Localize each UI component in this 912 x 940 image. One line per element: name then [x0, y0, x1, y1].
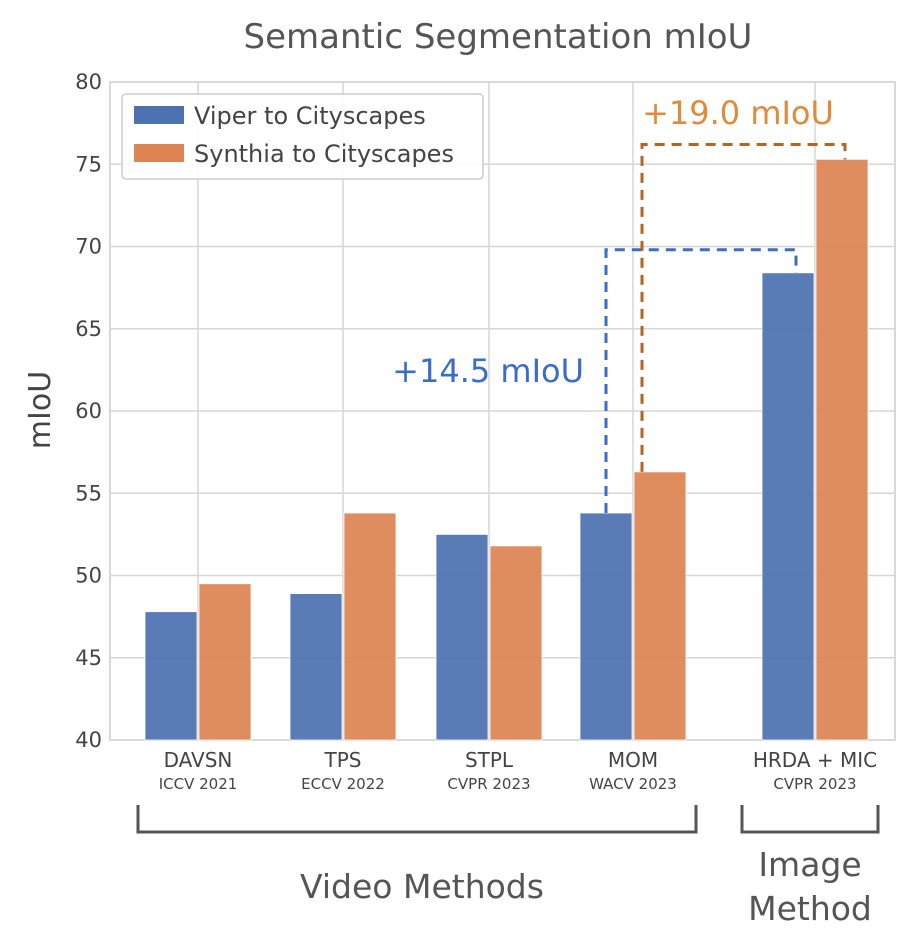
bar-synthia-mom — [633, 471, 687, 741]
legend: Viper to Cityscapes Synthia to Cityscapes — [121, 93, 484, 180]
y-tick-label: 65 — [75, 317, 102, 341]
x-category-label: TPS — [324, 748, 362, 772]
y-tick-label: 50 — [75, 564, 102, 588]
annotation-bracket-orange — [640, 143, 847, 472]
group-label-image-line2: Method — [748, 889, 872, 928]
x-category-label: STPL — [465, 748, 514, 772]
x-category-label: DAVSN — [164, 748, 233, 772]
bar-synthia-davsn — [198, 583, 252, 741]
y-tick-label: 70 — [75, 235, 102, 259]
legend-swatch — [134, 106, 184, 124]
chart-title: Semantic Segmentation mIoU — [244, 17, 753, 57]
bar-viper-stpl — [435, 533, 489, 741]
annotation-bracket-blue — [604, 248, 798, 513]
bar-synthia-tps — [343, 512, 397, 741]
bar-viper-tps — [289, 593, 343, 741]
legend-box — [121, 93, 484, 180]
y-tick-label: 40 — [75, 728, 102, 752]
annotation-label-orange: +19.0 mIoU — [642, 94, 834, 132]
y-tick-label: 45 — [75, 646, 102, 670]
x-category-sublabel: ICCV 2021 — [159, 775, 238, 793]
legend-label: Viper to Cityscapes — [194, 102, 426, 130]
y-axis-label: mIoU — [23, 371, 58, 449]
x-category-sublabel: ECCV 2022 — [301, 775, 385, 793]
bar-synthia-stpl — [489, 545, 543, 741]
y-tick-label: 55 — [75, 481, 102, 505]
x-category-label: HRDA + MIC — [753, 748, 877, 772]
bar-viper-hrda-mic — [761, 272, 815, 741]
group-label-image-line1: Image — [758, 845, 861, 884]
bar-synthia-hrda-mic — [815, 158, 869, 741]
group-label-video: Video Methods — [300, 867, 544, 906]
axis-layer: 40 45 50 55 60 65 70 75 80 DAVSN ICCV 2021 TPS ECCV … — [75, 70, 877, 793]
legend-label: Synthia to Cityscapes — [194, 140, 454, 168]
bar-viper-mom — [579, 512, 633, 741]
x-category-sublabel: CVPR 2023 — [447, 775, 530, 793]
x-category-sublabel: CVPR 2023 — [773, 775, 856, 793]
bars-layer — [144, 158, 869, 741]
x-category-label: MOM — [608, 748, 658, 772]
y-tick-label: 60 — [75, 399, 102, 423]
legend-swatch — [134, 144, 184, 162]
bar-viper-davsn — [144, 611, 198, 741]
group-bracket-video — [136, 805, 698, 834]
group-brackets: Video Methods Image Method — [136, 805, 880, 928]
y-tick-label: 80 — [75, 70, 102, 94]
annotation-layer: +14.5 mIoU +19.0 mIoU — [392, 94, 847, 513]
y-tick-label: 75 — [75, 152, 102, 176]
annotation-label-blue: +14.5 mIoU — [392, 352, 584, 390]
group-bracket-image — [740, 805, 880, 834]
x-category-sublabel: WACV 2023 — [589, 775, 677, 793]
